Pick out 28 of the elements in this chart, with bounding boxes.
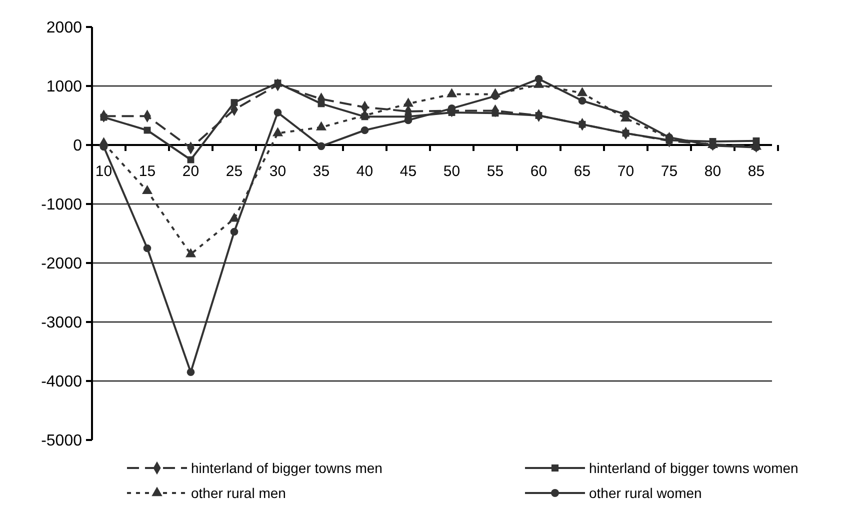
x-tick-label: 80 bbox=[704, 163, 722, 180]
x-tick-label: 45 bbox=[400, 163, 417, 180]
x-tick-label: 65 bbox=[574, 163, 591, 180]
x-tick-label: 60 bbox=[530, 163, 548, 180]
x-tick-label: 70 bbox=[617, 163, 634, 180]
x-tick-label: 50 bbox=[443, 163, 460, 180]
y-tick-label: -3000 bbox=[41, 314, 82, 332]
legend-label: other rural women bbox=[589, 485, 702, 501]
x-tick-label: 20 bbox=[182, 163, 200, 180]
x-tick-label: 15 bbox=[138, 163, 156, 180]
y-tick-label: -5000 bbox=[41, 432, 82, 450]
legend-label: hinterland of bigger towns women bbox=[589, 460, 798, 476]
y-tick-label: -1000 bbox=[41, 196, 82, 214]
y-tick-label: -2000 bbox=[41, 256, 82, 273]
legend-label: hinterland of bigger towns men bbox=[191, 460, 382, 476]
x-tick-label: 10 bbox=[95, 163, 112, 180]
x-tick-label: 75 bbox=[660, 163, 678, 180]
y-tick-label: 0 bbox=[73, 138, 82, 155]
legend-label: other rural men bbox=[191, 485, 286, 501]
x-tick-label: 25 bbox=[226, 163, 243, 180]
x-tick-label: 55 bbox=[486, 163, 504, 180]
y-tick-label: 2000 bbox=[46, 20, 82, 37]
x-tick-label: 85 bbox=[748, 163, 765, 180]
x-tick-label: 35 bbox=[312, 163, 330, 180]
y-tick-label: 1000 bbox=[46, 78, 82, 96]
x-tick-label: 40 bbox=[356, 163, 374, 180]
y-tick-label: -4000 bbox=[41, 374, 82, 391]
x-tick-label: 30 bbox=[269, 163, 286, 180]
